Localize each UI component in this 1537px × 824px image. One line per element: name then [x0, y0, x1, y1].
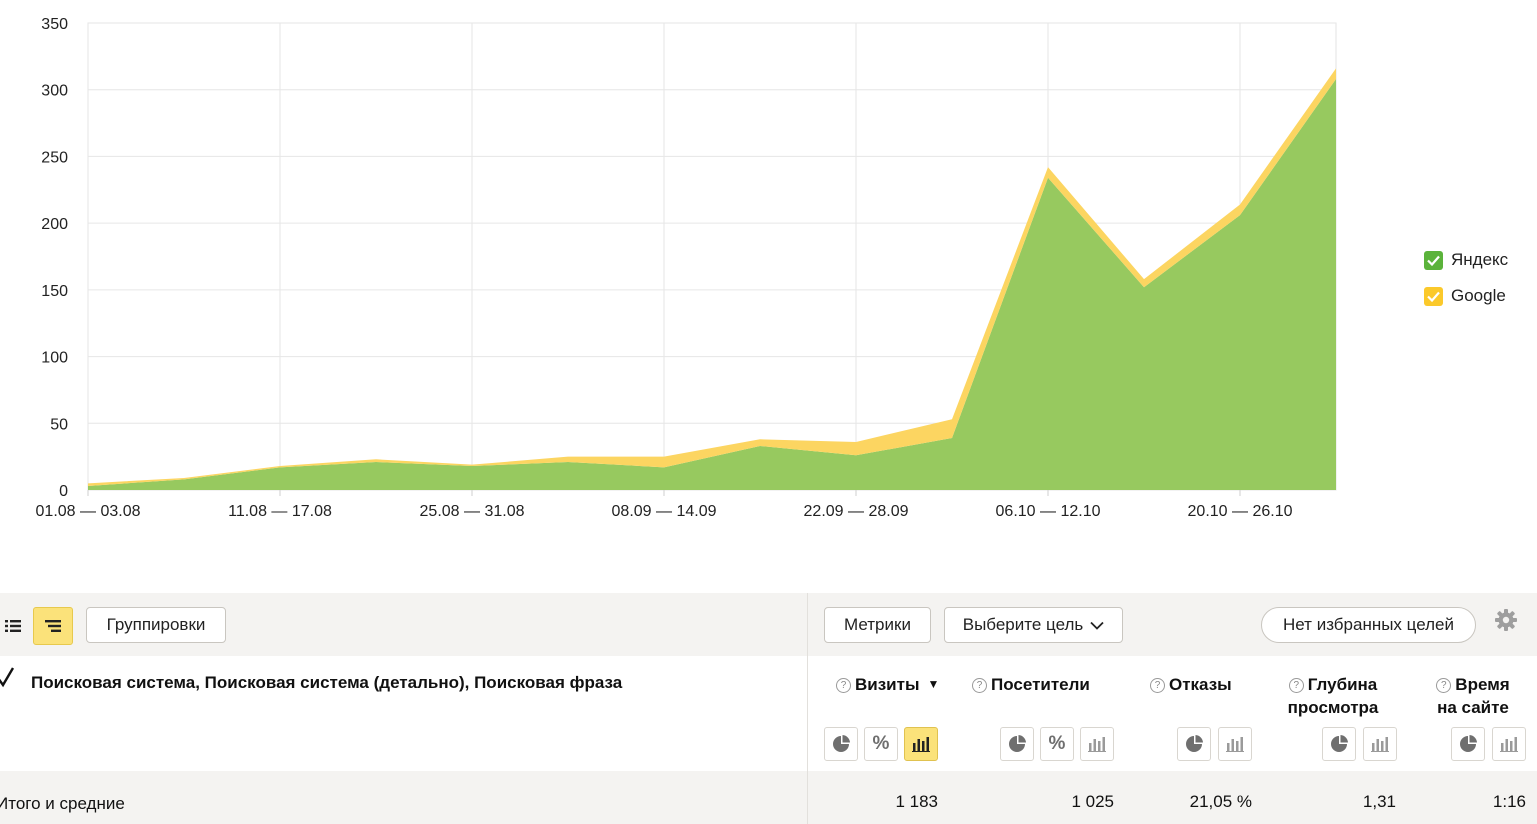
y-tick-label: 50: [50, 416, 68, 433]
chart-areas: [88, 68, 1336, 490]
y-tick-label: 250: [41, 149, 68, 166]
favorite-goals-button[interactable]: Нет избранных целей: [1261, 607, 1476, 643]
column-label: Глубина: [1307, 675, 1378, 694]
chart-legend: Яндекс Google: [1424, 242, 1508, 314]
tree-view-button[interactable]: [33, 607, 73, 645]
total-time-on-site: 1:16: [1492, 792, 1526, 811]
panel-divider: [807, 593, 808, 656]
pie-button[interactable]: [1322, 727, 1356, 761]
pie-chart-icon: [1009, 735, 1026, 752]
totals-row: Итого и средние 1 183 1 025 21,05 % 1,31…: [0, 771, 1537, 824]
x-tick-label: 06.10 — 12.10: [996, 503, 1101, 520]
bar-chart-icon: [1226, 737, 1244, 752]
column-label-second-line: просмотра: [1287, 698, 1379, 717]
y-tick-label: 200: [41, 216, 68, 233]
y-tick-label: 300: [41, 83, 68, 100]
legend-item-yandex[interactable]: Яндекс: [1424, 242, 1508, 278]
column-page-depth[interactable]: ? Глубина просмотра: [1278, 673, 1388, 719]
pie-button[interactable]: [1451, 727, 1485, 761]
x-tick-label: 11.08 — 17.08: [228, 503, 332, 520]
x-tick-label: 08.09 — 14.09: [612, 503, 717, 520]
y-tick-label: 100: [41, 350, 68, 367]
total-visits: 1 183: [895, 792, 938, 811]
column-label-second-line: на сайте: [1437, 698, 1509, 717]
sort-desc-icon[interactable]: ▼: [927, 677, 940, 691]
bars-button[interactable]: [1080, 727, 1114, 761]
help-icon[interactable]: ?: [1288, 678, 1304, 693]
checkbox-checked-icon[interactable]: [1424, 250, 1443, 270]
column-label: Отказы: [1169, 675, 1232, 694]
legend-label: Яндекс: [1451, 250, 1509, 269]
bar-chart-icon: [1371, 737, 1389, 752]
bars-button[interactable]: [1492, 727, 1526, 761]
table-header: Поисковая система, Поисковая система (де…: [0, 656, 1537, 771]
column-label: Визиты: [855, 675, 920, 694]
pie-button[interactable]: [1000, 727, 1034, 761]
pie-chart-icon: [1331, 735, 1348, 752]
area-series-yandex: [88, 79, 1336, 490]
percent-icon: %: [1048, 733, 1066, 754]
bar-chart-icon: [1500, 737, 1518, 752]
bar-chart-icon: [912, 737, 930, 752]
tree-icon: [45, 620, 61, 632]
list-icon: [5, 620, 21, 632]
column-label: Время: [1455, 675, 1510, 694]
column-visitors[interactable]: ? Посетители: [972, 673, 1090, 696]
y-tick-label: 0: [59, 483, 68, 500]
pie-button[interactable]: [1177, 727, 1211, 761]
column-time-on-site[interactable]: ? Время на сайте: [1428, 673, 1518, 719]
help-icon[interactable]: ?: [972, 678, 987, 693]
bar-chart-icon: [1088, 737, 1106, 752]
column-bounces[interactable]: ? Отказы: [1150, 673, 1232, 696]
pie-chart-icon: [833, 735, 850, 752]
goal-select-label: Выберите цель: [962, 615, 1084, 634]
bars-button[interactable]: [904, 727, 938, 761]
list-view-button[interactable]: [0, 607, 33, 645]
help-icon[interactable]: ?: [1150, 678, 1165, 693]
dimensions-title[interactable]: Поисковая система, Поисковая система (де…: [31, 673, 623, 692]
percent-button[interactable]: %: [864, 727, 898, 761]
chevron-down-icon: [1090, 621, 1104, 630]
panel-divider: [807, 656, 808, 771]
metrics-button[interactable]: Метрики: [824, 607, 931, 643]
settings-gear-icon[interactable]: [1493, 607, 1519, 633]
x-tick-label: 25.08 — 31.08: [420, 503, 525, 520]
pie-button[interactable]: [824, 727, 858, 761]
total-page-depth: 1,31: [1362, 792, 1396, 811]
y-tick-label: 150: [41, 283, 68, 300]
totals-label: Итого и средние: [0, 794, 125, 813]
pie-chart-icon: [1460, 735, 1477, 752]
bars-button[interactable]: [1363, 727, 1397, 761]
x-tick-label: 01.08 — 03.08: [36, 503, 141, 520]
goal-select[interactable]: Выберите цель: [944, 607, 1123, 643]
y-tick-label: 350: [41, 16, 68, 33]
percent-icon: %: [872, 733, 890, 754]
checkbox-checked-icon[interactable]: [1424, 286, 1443, 306]
x-tick-label: 22.09 — 28.09: [804, 503, 909, 520]
pie-chart-icon: [1186, 735, 1203, 752]
legend-item-google[interactable]: Google: [1424, 278, 1508, 314]
panel-divider: [807, 771, 808, 824]
checkmark-icon[interactable]: [0, 666, 16, 688]
help-icon[interactable]: ?: [1436, 678, 1452, 693]
column-visits[interactable]: ? Визиты ▼: [836, 673, 948, 696]
help-icon[interactable]: ?: [836, 678, 851, 693]
total-visitors: 1 025: [1071, 792, 1114, 811]
legend-label: Google: [1451, 286, 1506, 305]
groupings-button[interactable]: Группировки: [86, 607, 226, 643]
column-label: Посетители: [991, 675, 1090, 694]
traffic-area-chart: 0 50 100 150 200 250 300 350 01.08 — 03.08 11.08 …: [36, 16, 1337, 520]
total-bounces: 21,05 %: [1189, 792, 1252, 811]
percent-button[interactable]: %: [1040, 727, 1074, 761]
chart-axes: 0 50 100 150 200 250 300 350 01.08 — 03.08 11.08 …: [36, 16, 1293, 520]
x-tick-label: 20.10 — 26.10: [1188, 503, 1293, 520]
report-toolbar: Группировки Метрики Выберите цель Нет из…: [0, 593, 1537, 656]
bars-button[interactable]: [1218, 727, 1252, 761]
